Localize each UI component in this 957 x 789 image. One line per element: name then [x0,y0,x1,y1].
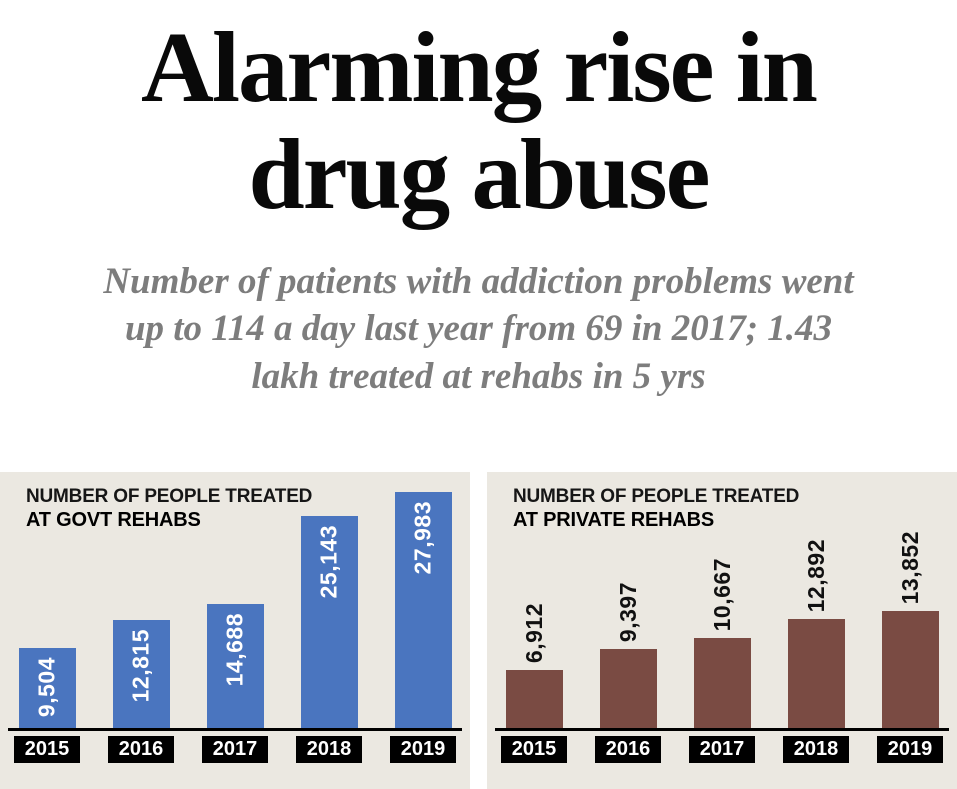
bar-column: 12,892 [783,539,849,728]
axis-baseline [8,728,462,731]
bar-value-label: 6,912 [520,602,547,663]
page-title: Alarming rise in drug abuse [0,11,957,231]
bar: 25,143 [300,516,358,728]
subtitle-line1: Number of patients with addiction proble… [103,261,854,303]
bar-value-label: 27,983 [409,501,436,575]
bar-value-label: 9,397 [614,581,641,642]
subtitle-line2: up to 114 a day last year from 69 in 201… [124,308,833,350]
year-label: 2017 [689,736,755,763]
bar-column: 25,143 [296,516,362,728]
charts-container: NUMBER OF PEOPLE TREATED AT GOVT REHABS … [0,472,957,789]
chart-title-line1: NUMBER OF PEOPLE TREATED [513,486,800,507]
bar [881,611,939,728]
bar-value-label: 25,143 [315,525,342,599]
axis-baseline [495,728,949,731]
bar-value-label: 13,852 [896,530,923,604]
year-label: 2018 [783,736,849,763]
subtitle: Number of patients with addiction proble… [0,258,957,400]
bar-column: 9,397 [595,582,661,728]
year-row: 2015 2016 2017 2018 2019 [487,736,957,763]
page-title-line2: drug abuse [248,118,711,231]
bar-column: 6,912 [501,603,567,728]
bars: 9,504 12,815 14,688 25,143 27,983 [0,492,470,728]
chart-panel-govt-rehabs: NUMBER OF PEOPLE TREATED AT GOVT REHABS … [0,472,470,789]
bar: 14,688 [206,604,264,728]
year-label: 2016 [595,736,661,763]
bar-column: 9,504 [14,648,80,728]
bar-value-label: 14,688 [221,613,248,687]
year-label: 2015 [501,736,567,763]
bar: 12,815 [112,620,170,728]
year-label: 2019 [877,736,943,763]
bar-value-label: 12,815 [127,629,154,703]
chart-title-govt: NUMBER OF PEOPLE TREATED AT GOVT REHABS [0,472,312,533]
year-label: 2015 [14,736,80,763]
bars: 6,912 9,397 10,667 12,892 13,852 [487,531,957,728]
bar-column: 13,852 [877,531,943,728]
chart-title-line1: NUMBER OF PEOPLE TREATED [26,486,313,507]
chart-panel-private-rehabs: NUMBER OF PEOPLE TREATED AT PRIVATE REHA… [487,472,957,789]
bar [693,638,751,728]
year-label: 2016 [108,736,174,763]
page-title-line1: Alarming rise in [141,11,818,123]
year-label: 2017 [202,736,268,763]
bar-value-label: 9,504 [33,657,60,718]
bar-column: 27,983 [390,492,456,728]
bar [505,670,563,728]
chart-title-private: NUMBER OF PEOPLE TREATED AT PRIVATE REHA… [487,472,799,533]
subtitle-line3: lakh treated at rehabs in 5 yrs [251,355,706,397]
bar [599,649,657,728]
bar-column: 10,667 [689,558,755,728]
bar-value-label: 10,667 [708,557,735,631]
bar-column: 14,688 [202,604,268,728]
chart-title-line2: AT GOVT REHABS [26,509,201,532]
year-row: 2015 2016 2017 2018 2019 [0,736,470,763]
year-label: 2018 [296,736,362,763]
bar-value-label: 12,892 [802,538,829,612]
bar-column: 12,815 [108,620,174,728]
bar: 9,504 [18,648,76,728]
bar [787,619,845,728]
bar: 27,983 [394,492,452,728]
year-label: 2019 [390,736,456,763]
chart-title-line2: AT PRIVATE REHABS [513,509,715,532]
